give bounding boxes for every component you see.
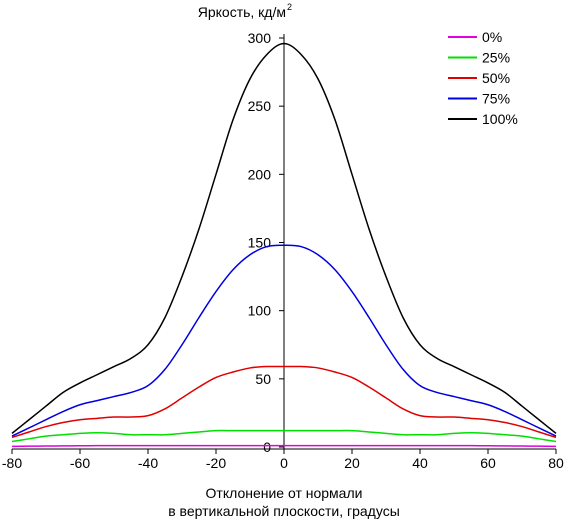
x-tick-label: 80	[548, 455, 564, 471]
x-tick-label: -20	[206, 455, 226, 471]
series-line-25pct	[11, 429, 557, 443]
x-tick-label: 0	[280, 455, 288, 471]
series-line-100pct	[11, 42, 557, 434]
legend-label: 50%	[482, 70, 510, 86]
legend-label: 100%	[482, 111, 518, 127]
y-tick-label: 0	[263, 439, 271, 455]
plot-area: -80 -60 -40 -20 0 20 40 60 80 0 50 100 150 200 250 300	[2, 30, 564, 471]
x-tick-label: -80	[2, 455, 22, 471]
y-tick-label: 150	[248, 235, 272, 251]
y-axis-label: Яркость, кд/м	[198, 4, 286, 20]
x-axis-label-line2: в вертикальной плоскости, градусы	[168, 503, 400, 519]
y-tick-label: 250	[248, 98, 272, 114]
legend-label: 75%	[482, 91, 510, 107]
y-tick-label: 50	[255, 371, 271, 387]
x-tick-label: 60	[480, 455, 496, 471]
y-axis-label-superscript: 2	[287, 2, 292, 12]
x-tick-label: 40	[412, 455, 428, 471]
legend-label: 0%	[482, 29, 502, 45]
x-tick-label: 20	[344, 455, 360, 471]
legend: 0% 25% 50% 75% 100%	[448, 29, 518, 127]
x-axis-label-line1: Отклонение от нормали	[206, 485, 363, 501]
y-tick-label: 200	[248, 166, 272, 182]
x-tick-label: -40	[138, 455, 158, 471]
series-line-0pct	[11, 444, 557, 448]
x-tick-label: -60	[70, 455, 90, 471]
series-line-75pct	[11, 244, 557, 437]
series-line-50pct	[11, 365, 557, 439]
y-tick-label: 100	[248, 303, 272, 319]
y-tick-label: 300	[248, 30, 272, 46]
legend-label: 25%	[482, 50, 510, 66]
